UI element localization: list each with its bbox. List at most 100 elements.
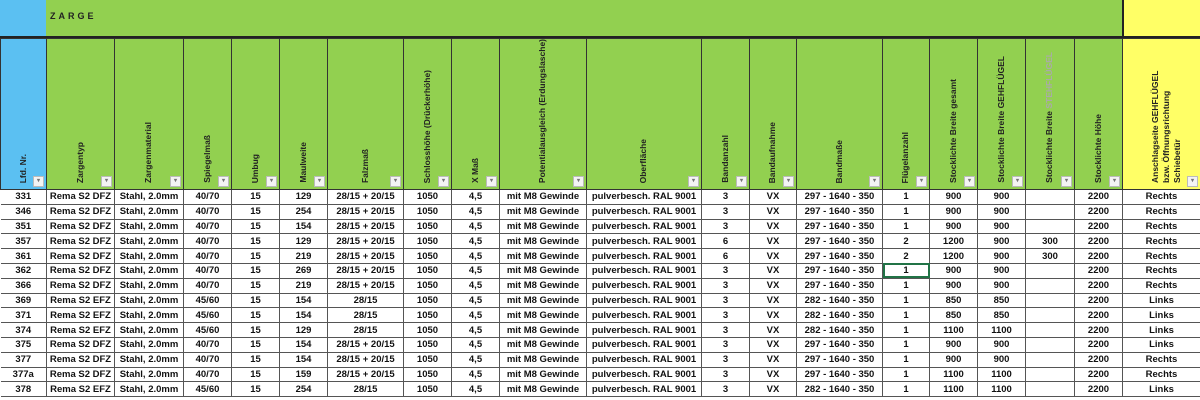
cell[interactable]: 900 bbox=[977, 203, 1026, 220]
cell[interactable]: Stahl, 2.0mm bbox=[114, 203, 184, 220]
cell[interactable]: 297 - 1640 - 350 bbox=[796, 262, 883, 279]
cell[interactable]: 297 - 1640 - 350 bbox=[796, 366, 883, 383]
cell[interactable]: mit M8 Gewinde bbox=[499, 233, 587, 250]
cell[interactable]: 297 - 1640 - 350 bbox=[796, 248, 883, 264]
cell[interactable]: 40/70 bbox=[183, 203, 232, 220]
cell[interactable]: 15 bbox=[231, 189, 280, 205]
cell[interactable]: 900 bbox=[929, 336, 978, 353]
cell[interactable]: mit M8 Gewinde bbox=[499, 336, 587, 353]
cell[interactable]: 15 bbox=[231, 248, 280, 264]
cell[interactable]: 269 bbox=[279, 262, 328, 279]
filter-dropdown-icon[interactable]: ▾ bbox=[964, 176, 975, 187]
cell[interactable]: Stahl, 2.0mm bbox=[114, 366, 184, 383]
cell[interactable]: 3 bbox=[701, 218, 750, 235]
cell[interactable]: 369 bbox=[0, 292, 47, 309]
column-header[interactable]: Flügelanzahl ▾ bbox=[882, 38, 930, 190]
cell[interactable]: 900 bbox=[929, 277, 978, 294]
cell[interactable]: pulverbesch. RAL 9001 bbox=[586, 233, 702, 250]
cell[interactable]: 366 bbox=[0, 277, 47, 294]
cell[interactable]: VX bbox=[749, 381, 797, 398]
cell[interactable]: 900 bbox=[929, 262, 978, 279]
cell[interactable]: 850 bbox=[929, 307, 978, 324]
cell[interactable]: 374 bbox=[0, 322, 47, 338]
cell[interactable]: 254 bbox=[279, 203, 328, 220]
cell[interactable]: 4,5 bbox=[451, 366, 500, 383]
cell[interactable]: 1050 bbox=[403, 292, 452, 309]
filter-dropdown-icon[interactable]: ▾ bbox=[869, 176, 880, 187]
cell[interactable]: Stahl, 2.0mm bbox=[114, 381, 184, 398]
cell[interactable] bbox=[1025, 322, 1075, 338]
cell[interactable]: 282 - 1640 - 350 bbox=[796, 381, 883, 398]
cell[interactable]: 15 bbox=[231, 322, 280, 338]
cell[interactable]: 850 bbox=[929, 292, 978, 309]
cell[interactable]: 900 bbox=[929, 218, 978, 235]
cell[interactable] bbox=[1025, 307, 1075, 324]
column-header[interactable]: Oberfläche ▾ bbox=[586, 38, 702, 190]
cell[interactable] bbox=[1025, 366, 1075, 383]
cell[interactable]: 297 - 1640 - 350 bbox=[796, 351, 883, 368]
column-header[interactable]: Bandmaße ▾ bbox=[796, 38, 883, 190]
cell[interactable]: 282 - 1640 - 350 bbox=[796, 292, 883, 309]
cell[interactable]: 1 bbox=[882, 218, 930, 235]
cell[interactable]: 900 bbox=[977, 351, 1026, 368]
cell[interactable]: Stahl, 2.0mm bbox=[114, 322, 184, 338]
cell[interactable]: Stahl, 2.0mm bbox=[114, 218, 184, 235]
cell[interactable]: 28/15 + 20/15 bbox=[327, 262, 404, 279]
cell[interactable]: pulverbesch. RAL 9001 bbox=[586, 262, 702, 279]
cell[interactable]: Stahl, 2.0mm bbox=[114, 292, 184, 309]
cell[interactable]: 4,5 bbox=[451, 189, 500, 205]
cell[interactable]: Stahl, 2.0mm bbox=[114, 233, 184, 250]
cell[interactable]: 1050 bbox=[403, 336, 452, 353]
cell[interactable]: 2200 bbox=[1074, 218, 1123, 235]
column-header[interactable]: Stocklichte Höhe ▾ bbox=[1074, 38, 1123, 190]
cell[interactable] bbox=[1025, 203, 1075, 220]
cell[interactable]: 45/60 bbox=[183, 381, 232, 398]
id-band-cell[interactable] bbox=[0, 0, 46, 36]
cell[interactable]: Rema S2 DFZ bbox=[46, 233, 115, 250]
column-header[interactable]: Umbug ▾ bbox=[231, 38, 280, 190]
cell[interactable]: 900 bbox=[977, 248, 1026, 264]
cell[interactable]: VX bbox=[749, 262, 797, 279]
cell[interactable]: 154 bbox=[279, 351, 328, 368]
cell[interactable]: 1100 bbox=[929, 366, 978, 383]
cell[interactable] bbox=[1025, 189, 1075, 205]
cell[interactable]: mit M8 Gewinde bbox=[499, 218, 587, 235]
cell[interactable]: 28/15 + 20/15 bbox=[327, 366, 404, 383]
cell[interactable]: 2200 bbox=[1074, 381, 1123, 398]
cell[interactable]: 297 - 1640 - 350 bbox=[796, 336, 883, 353]
cell[interactable]: 4,5 bbox=[451, 322, 500, 338]
cell[interactable]: 361 bbox=[0, 248, 47, 264]
cell[interactable]: 900 bbox=[929, 189, 978, 205]
cell[interactable]: Rema S2 EFZ bbox=[46, 322, 115, 338]
cell[interactable]: Rechts bbox=[1122, 218, 1200, 235]
cell[interactable]: 282 - 1640 - 350 bbox=[796, 322, 883, 338]
cell[interactable]: VX bbox=[749, 203, 797, 220]
cell[interactable]: 28/15 + 20/15 bbox=[327, 233, 404, 250]
column-header[interactable]: Anschlagseite GEHFLÜGEL bzw. Öffnungsric… bbox=[1122, 38, 1200, 190]
cell[interactable]: 297 - 1640 - 350 bbox=[796, 189, 883, 205]
cell[interactable]: 378 bbox=[0, 381, 47, 398]
cell[interactable]: 1050 bbox=[403, 218, 452, 235]
filter-dropdown-icon[interactable]: ▾ bbox=[101, 176, 112, 187]
cell[interactable]: 15 bbox=[231, 233, 280, 250]
cell[interactable]: 28/15 + 20/15 bbox=[327, 218, 404, 235]
cell[interactable]: 4,5 bbox=[451, 218, 500, 235]
cell[interactable]: 6 bbox=[701, 233, 750, 250]
cell[interactable]: 2200 bbox=[1074, 262, 1123, 279]
cell[interactable]: Rema S2 DFZ bbox=[46, 189, 115, 205]
filter-dropdown-icon[interactable]: ▾ bbox=[1187, 176, 1198, 187]
cell[interactable]: VX bbox=[749, 233, 797, 250]
filter-dropdown-icon[interactable]: ▾ bbox=[573, 176, 584, 187]
cell[interactable]: Rechts bbox=[1122, 248, 1200, 264]
cell[interactable]: 15 bbox=[231, 277, 280, 294]
cell[interactable]: 3 bbox=[701, 381, 750, 398]
cell[interactable]: VX bbox=[749, 218, 797, 235]
cell[interactable]: pulverbesch. RAL 9001 bbox=[586, 307, 702, 324]
cell[interactable]: 15 bbox=[231, 366, 280, 383]
column-header[interactable]: Bandanzahl ▾ bbox=[701, 38, 750, 190]
cell[interactable]: Rema S2 DFZ bbox=[46, 248, 115, 264]
filter-dropdown-icon[interactable]: ▾ bbox=[1012, 176, 1023, 187]
column-header[interactable]: Zargenmaterial ▾ bbox=[114, 38, 184, 190]
cell[interactable]: Rechts bbox=[1122, 233, 1200, 250]
cell[interactable]: VX bbox=[749, 307, 797, 324]
